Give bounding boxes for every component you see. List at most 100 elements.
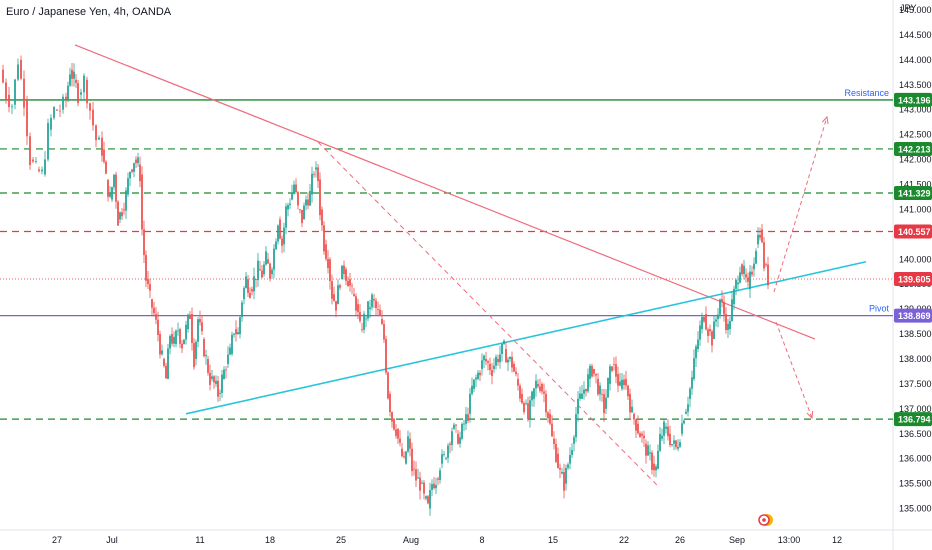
candle-body — [467, 414, 469, 421]
candle-body — [767, 264, 769, 286]
candle-body — [681, 423, 683, 434]
candle-body — [427, 496, 429, 504]
candle-body — [333, 294, 335, 301]
candle-body — [23, 78, 25, 108]
candle-body — [14, 79, 16, 105]
candle-body — [38, 169, 40, 172]
candle-body — [26, 99, 28, 137]
candle-body — [589, 365, 591, 379]
candle-body — [183, 339, 185, 345]
x-tick-label: 25 — [336, 535, 346, 545]
projection-arrow-up — [773, 116, 828, 293]
candle-body — [359, 312, 361, 321]
candle-body — [501, 343, 503, 354]
candle-body — [601, 393, 603, 395]
candle-body — [633, 413, 635, 420]
candle-body — [415, 469, 417, 481]
candle-body — [335, 300, 337, 311]
candle-body — [657, 450, 659, 469]
candle-body — [157, 319, 159, 336]
candle-body — [11, 106, 13, 108]
candle-body — [543, 391, 545, 394]
candle-body — [145, 255, 147, 281]
candle-body — [579, 393, 581, 399]
y-tick-label: 141.000 — [899, 204, 932, 214]
candle-body — [277, 225, 279, 242]
candle-body — [193, 343, 195, 368]
candle-body — [567, 464, 569, 468]
candle-body — [547, 412, 549, 419]
downtrend-line[interactable] — [74, 44, 816, 340]
candle-body — [519, 385, 521, 399]
candle-body — [473, 379, 475, 389]
candle-body — [269, 263, 271, 279]
candle-body — [213, 376, 215, 383]
candle-body — [737, 282, 739, 285]
candle-body — [677, 446, 679, 449]
candle-body — [255, 279, 257, 281]
y-tick-label: 137.000 — [899, 404, 932, 414]
candle-body — [649, 452, 651, 454]
candle-body — [86, 79, 88, 104]
candle-body — [201, 322, 203, 332]
candle-body — [69, 74, 71, 86]
candle-body — [411, 448, 413, 472]
candle-body — [489, 363, 491, 371]
candle-body — [219, 392, 221, 394]
candle-body — [101, 137, 103, 156]
candle-body — [155, 314, 157, 320]
y-tick-label: 143.500 — [899, 80, 932, 90]
candle-body — [243, 287, 245, 300]
candle-body — [707, 329, 709, 336]
candle-body — [521, 393, 523, 404]
candle-body — [305, 199, 307, 206]
candle-body — [387, 372, 389, 399]
candle-body — [339, 285, 341, 288]
candle-body — [711, 331, 713, 346]
candle-body — [309, 190, 311, 206]
price-badge-text: 140.557 — [898, 227, 931, 237]
candle-body — [347, 280, 349, 287]
candle-body — [529, 400, 531, 419]
candle-body — [717, 314, 719, 320]
candle-body — [569, 454, 571, 464]
candle-body — [377, 309, 379, 310]
candle-body — [329, 259, 331, 282]
candle-body — [187, 314, 189, 330]
candle-body — [417, 477, 419, 479]
candle-body — [83, 75, 85, 93]
candle-body — [679, 442, 681, 447]
candle-body — [675, 440, 677, 448]
candle-body — [635, 419, 637, 431]
candle-body — [485, 358, 487, 362]
candle-body — [537, 383, 539, 387]
price-badge-text: 136.794 — [898, 415, 931, 425]
candle-body — [499, 354, 501, 363]
candle-body — [463, 423, 465, 425]
uptrend-line[interactable] — [185, 260, 867, 415]
candle-body — [5, 82, 7, 100]
candle-body — [497, 358, 499, 363]
candle-body — [603, 394, 605, 414]
y-tick-label: 144.500 — [899, 30, 932, 40]
candle-body — [393, 418, 395, 430]
candle-body — [559, 467, 561, 470]
candle-body — [115, 174, 117, 202]
candle-body — [697, 339, 699, 350]
x-tick-label: 15 — [548, 535, 558, 545]
candle-body — [573, 437, 575, 444]
candle-body — [661, 435, 663, 439]
candle-body — [251, 289, 253, 292]
candle-body — [261, 270, 263, 278]
candle-body — [435, 485, 437, 489]
x-tick-label: Sep — [729, 535, 745, 545]
candle-body — [441, 454, 443, 464]
candle-body — [479, 372, 481, 376]
candle-body — [165, 365, 167, 379]
candle-body — [351, 285, 353, 287]
candle-body — [705, 314, 707, 330]
candle-body — [653, 463, 655, 471]
candle-body — [315, 167, 317, 170]
candle-body — [611, 366, 613, 371]
